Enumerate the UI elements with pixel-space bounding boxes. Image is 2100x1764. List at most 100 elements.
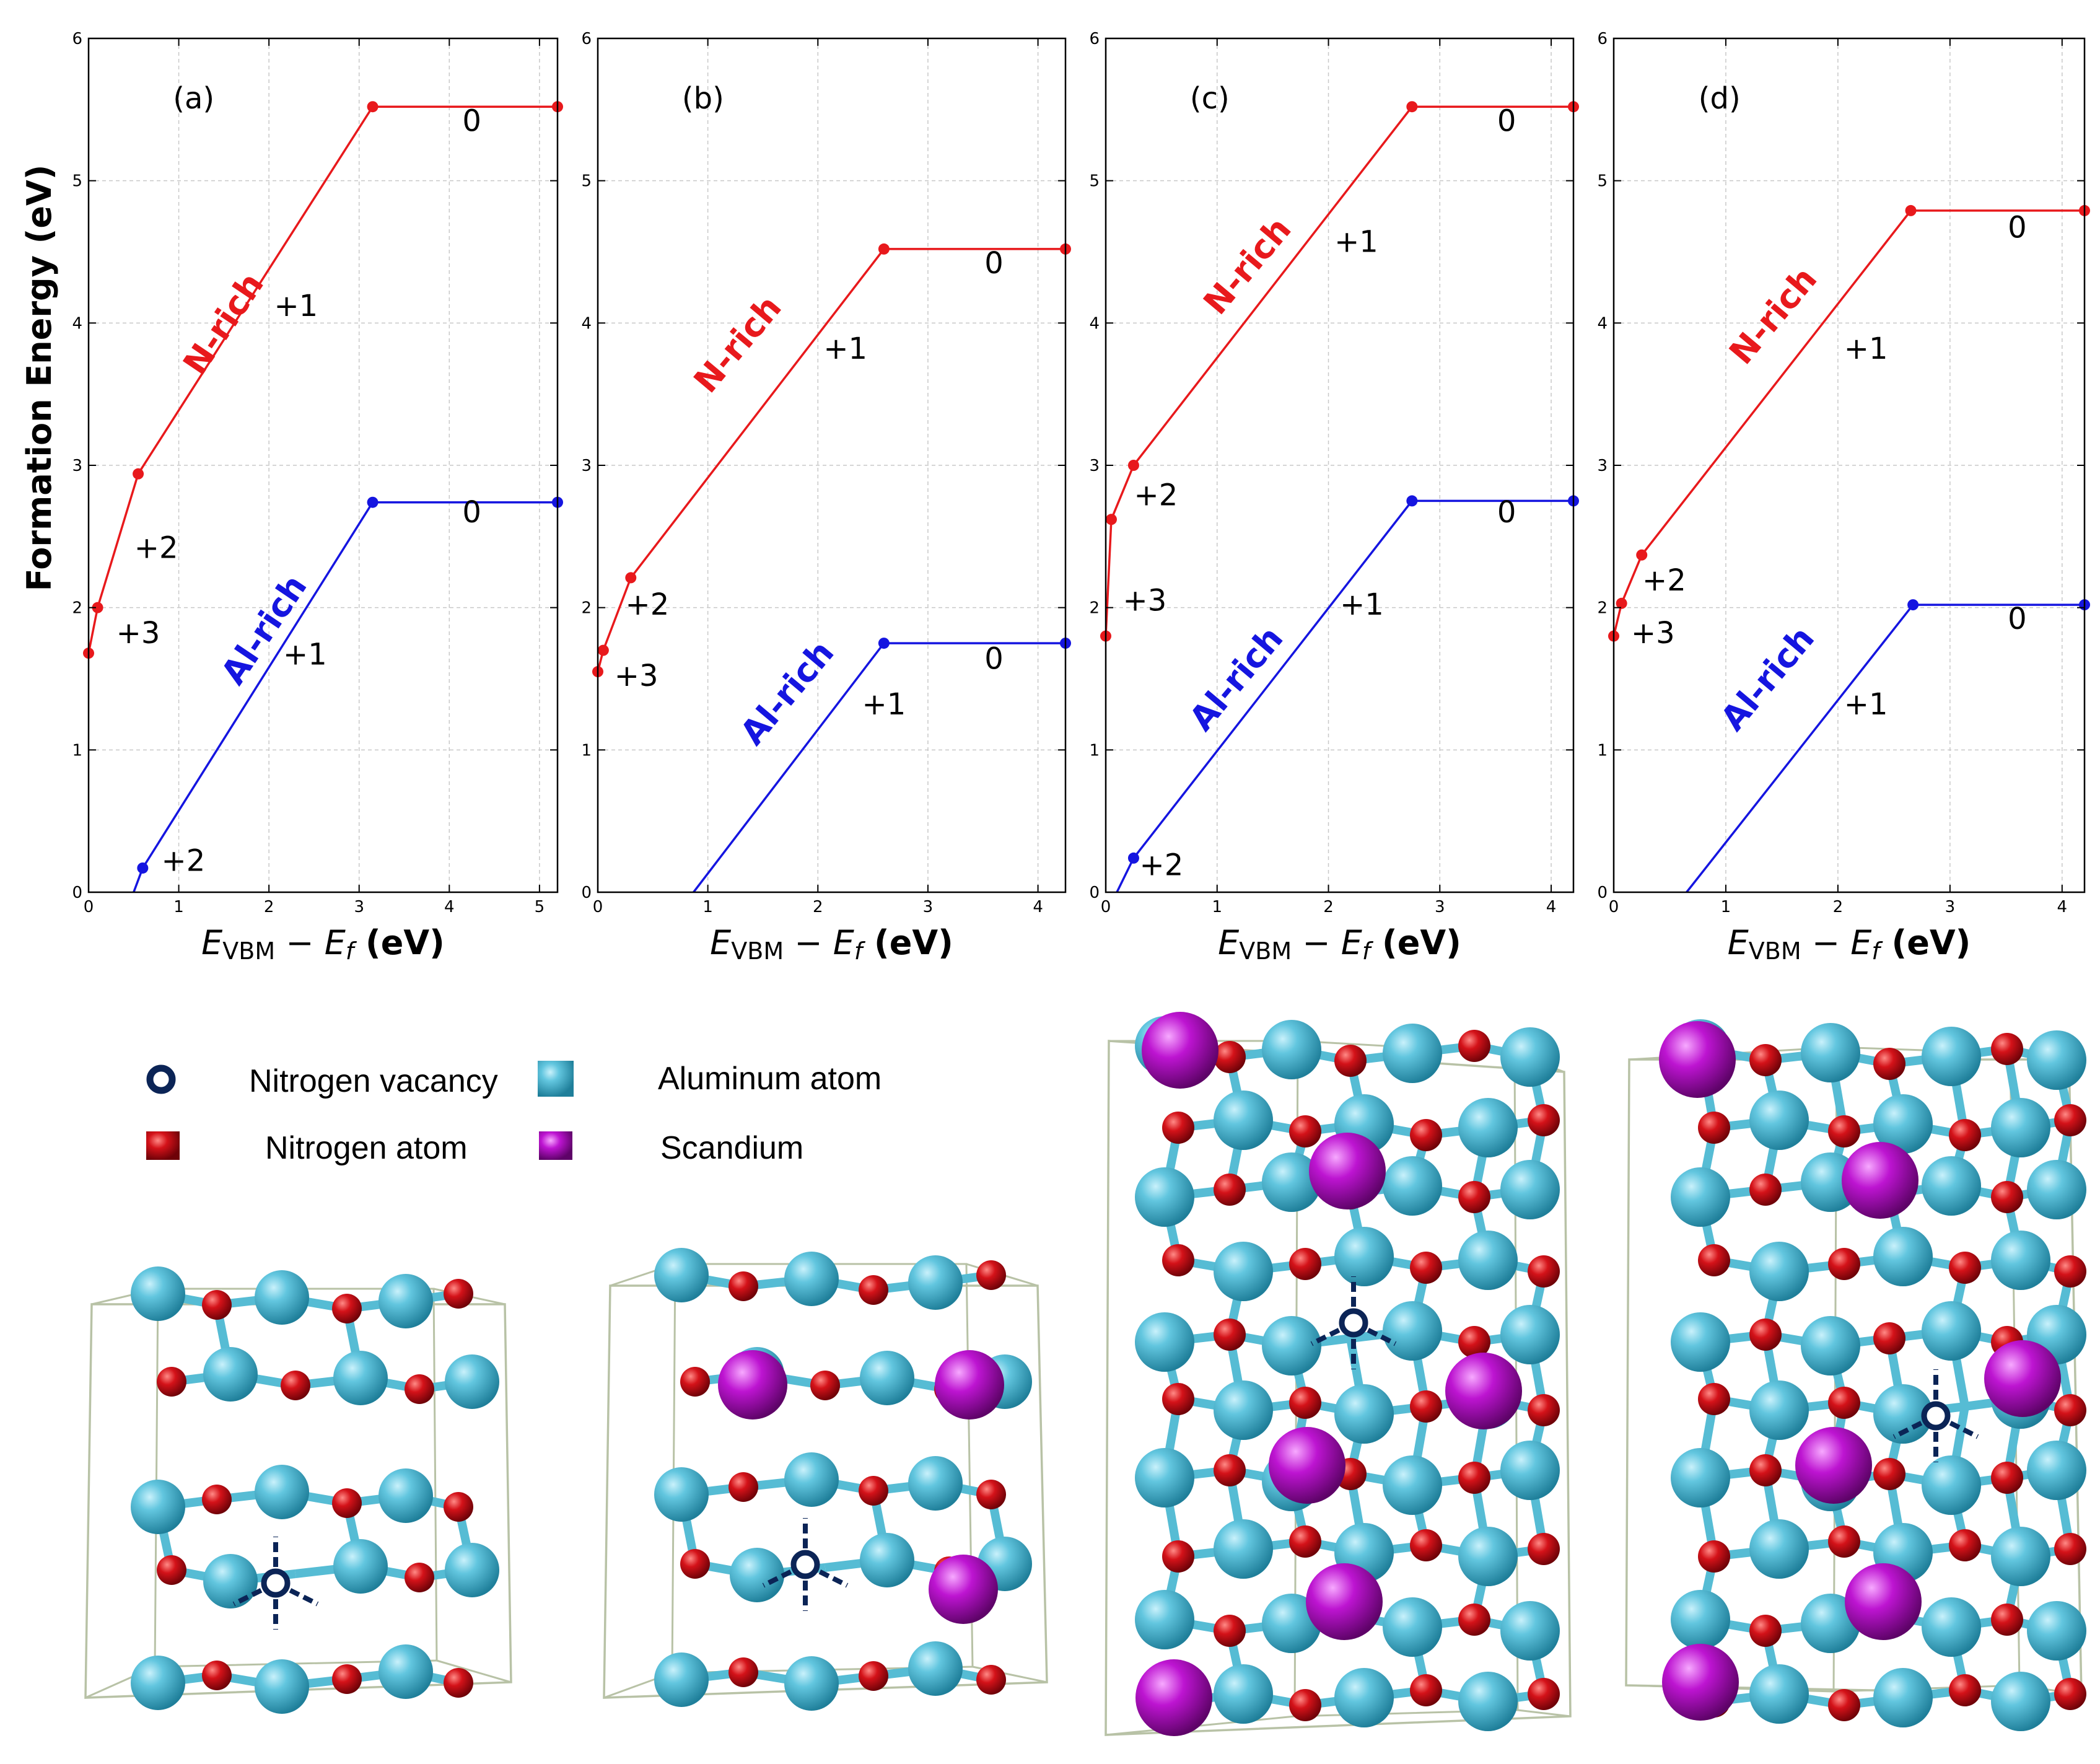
- x-tick-label: 1: [702, 898, 713, 916]
- scandium-atom: [1309, 1133, 1386, 1209]
- y-tick-label: 0: [1089, 884, 1100, 902]
- aluminum-atom: [1500, 1160, 1560, 1219]
- vacancy-ring-icon: [1921, 1401, 1951, 1431]
- scandium-atom: [1984, 1340, 2061, 1417]
- y-tick-label: 3: [72, 457, 82, 475]
- nitrogen-atom: [444, 1492, 473, 1522]
- scandium-atom: [1445, 1353, 1522, 1429]
- y-tick-label: 0: [72, 884, 82, 902]
- legend-item-nitrogen-atom: Nitrogen atom: [146, 1130, 468, 1166]
- nitrogen-atom: [1991, 1604, 2023, 1636]
- nitrogen-atom: [1289, 1525, 1321, 1558]
- aluminum-atom: [445, 1354, 499, 1409]
- aluminum-atom: [1749, 1519, 1809, 1579]
- aluminum-atom: [1262, 1316, 1321, 1376]
- nitrogen-atom: [444, 1279, 473, 1309]
- series-line-al-rich: [1116, 499, 1573, 892]
- vacancy-bond: [1892, 1421, 1923, 1439]
- aluminum-atom: [1458, 1672, 1518, 1731]
- aluminum-atom: [1334, 1227, 1394, 1286]
- aluminum-atom: [2027, 1160, 2086, 1219]
- nitrogen-atom: [976, 1260, 1006, 1290]
- aluminum-atom: [2027, 1441, 2086, 1500]
- aluminum-atom: [378, 1468, 433, 1523]
- aluminum-atom: [1214, 1380, 1273, 1440]
- y-tick-label: 5: [1089, 172, 1100, 191]
- nitrogen-atom: [1162, 1112, 1194, 1144]
- aluminum-atom: [2027, 1601, 2086, 1661]
- x-axis-label: EVBM − Ef (eV): [1218, 923, 1461, 965]
- nitrogen-atom: [2054, 1104, 2086, 1136]
- data-point: [367, 101, 378, 113]
- y-tick-label: 6: [581, 30, 592, 48]
- charge-state-label: 0: [2008, 211, 2027, 245]
- aluminum-atom: [1334, 1668, 1394, 1727]
- scandium-atom: [1795, 1427, 1872, 1504]
- x-tick-label: 1: [1721, 898, 1731, 916]
- scandium-atom: [935, 1350, 1004, 1420]
- nitrogen-atom: [157, 1367, 186, 1397]
- nitrogen-atom: [1214, 1615, 1246, 1647]
- aluminum-atom: [1214, 1242, 1273, 1301]
- data-point: [597, 644, 609, 656]
- nitrogen-atom: [1749, 1454, 1782, 1486]
- nitrogen-atom: [1458, 1181, 1490, 1213]
- charge-state-label: +2: [1134, 478, 1178, 512]
- nitrogen-atom: [1528, 1678, 1560, 1710]
- aluminum-atom: [654, 1248, 709, 1302]
- y-tick-label: 5: [72, 172, 82, 191]
- nitrogen-atom: [1949, 1119, 1981, 1151]
- aluminum-atom: [1458, 1527, 1518, 1586]
- formation-energy-charts: 0 1 2 3 4 5 0 1 2 3 4 5 6 EVBM − Ef (eV) (a) +3 +2 +1 0 N-r…: [72, 30, 2090, 965]
- panel-label: (b): [682, 81, 724, 116]
- nitrogen-atom: [1698, 1383, 1730, 1415]
- nitrogen-atom: [281, 1371, 310, 1400]
- vacancy-bond: [762, 1569, 792, 1588]
- nitrogen-atom: [1214, 1454, 1246, 1486]
- charge-state-label: +2: [161, 844, 205, 879]
- aluminum-atom: [1383, 1024, 1442, 1083]
- charge-state-label: +3: [1631, 616, 1675, 651]
- y-tick-label: 2: [72, 599, 82, 618]
- nitrogen-atom: [1334, 1045, 1367, 1077]
- nitrogen-atom: [1458, 1462, 1490, 1494]
- nitrogen-atom: [2054, 1255, 2086, 1288]
- nitrogen-atom: [1162, 1540, 1194, 1573]
- nitrogen-atom: [1828, 1248, 1860, 1280]
- nitrogen-atom: [1991, 1033, 2023, 1065]
- nitrogen-atom: [1410, 1529, 1442, 1561]
- aluminum-atom: [1922, 1597, 1981, 1657]
- nitrogen-atom: [1458, 1326, 1490, 1358]
- x-tick-label: 2: [1323, 898, 1334, 916]
- nitrogen-atom: [1528, 1394, 1560, 1426]
- scandium-atom: [1135, 1659, 1212, 1736]
- x-axis-label: EVBM − Ef (eV): [1728, 923, 1971, 965]
- charge-state-label: 0: [462, 495, 481, 530]
- aluminum-atom: [1922, 1156, 1981, 1216]
- x-tick-label: 3: [923, 898, 934, 916]
- nitrogen-atom: [1410, 1119, 1442, 1151]
- aluminum-atom: [1671, 1312, 1730, 1372]
- data-point: [1406, 495, 1418, 507]
- y-tick-label: 1: [1089, 741, 1100, 760]
- x-tick-label: 0: [593, 898, 603, 916]
- x-tick-label: 2: [1833, 898, 1844, 916]
- aluminum-atom: [860, 1533, 914, 1587]
- nitrogen-atom: [728, 1472, 758, 1502]
- aluminum-atom: [1749, 1090, 1809, 1150]
- charge-state-label: 0: [1497, 103, 1516, 138]
- y-tick-label: 6: [1597, 30, 1608, 48]
- y-tick-label: 0: [581, 884, 592, 902]
- aluminum-atom: [860, 1351, 914, 1405]
- charge-state-label: +1: [274, 289, 318, 323]
- aluminum-atom: [1135, 1167, 1194, 1227]
- nitrogen-atom: [1749, 1174, 1782, 1206]
- y-tick-label: 2: [1597, 599, 1608, 618]
- charge-state-label: +2: [626, 587, 670, 622]
- x-tick-label: 0: [1101, 898, 1111, 916]
- x-tick-label: 2: [813, 898, 823, 916]
- vacancy-ring-icon: [261, 1568, 291, 1598]
- nitrogen-atom: [1410, 1252, 1442, 1284]
- aluminum-atom: [784, 1452, 839, 1507]
